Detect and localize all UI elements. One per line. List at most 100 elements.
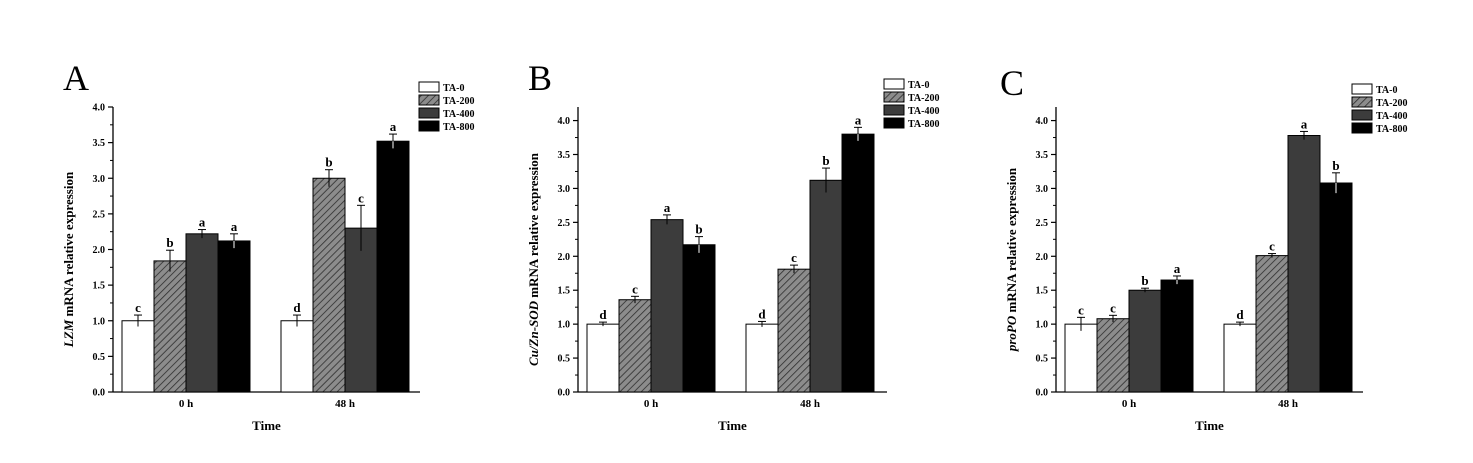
x-tick-label: 48 h: [1278, 398, 1298, 410]
significance-letter: d: [758, 306, 766, 321]
bar-ta-0-48h: [1223, 323, 1257, 393]
legend-entry: TA-0: [443, 83, 464, 94]
significance-letter: a: [390, 119, 397, 134]
x-tick-label: 0 h: [644, 398, 658, 410]
legend-swatch: [883, 91, 905, 103]
legend: TA-0 TA-200 TA-400 TA-800: [1351, 83, 1407, 135]
y-axis-label-gene: Cu/Zn-SOD: [526, 300, 541, 366]
significance-letter: a: [199, 215, 206, 230]
significance-letter: d: [1236, 307, 1244, 322]
legend-entry: TA-0: [908, 80, 929, 91]
y-tick-label: 2.5: [1036, 218, 1049, 229]
y-tick-label: 1.0: [558, 320, 571, 331]
bar-ta-800-48h: [1319, 182, 1353, 393]
bar-ta-800-0h: [1160, 279, 1194, 393]
y-tick-label: 3.5: [1036, 150, 1049, 161]
bar-ta-800-48h: [841, 133, 875, 393]
significance-letter: c: [1269, 239, 1275, 254]
y-tick-label: 0.0: [1036, 388, 1049, 399]
significance-letter: a: [231, 219, 238, 234]
chart-panel-a: A 0.0 0.5 1.0 1.5 2.0 2.5 3.0 3.5 4.0 LZM mRNA rel…: [61, 58, 474, 433]
x-axis-label: Time: [718, 418, 747, 433]
panel-label: C: [1000, 63, 1024, 103]
panel-label: B: [528, 58, 552, 98]
legend-swatch: [418, 120, 440, 132]
y-tick-label: 4.0: [1036, 116, 1049, 127]
y-axis-label-text: mRNA relative expression: [526, 152, 541, 301]
y-tick-label: 0.5: [558, 354, 571, 365]
legend-entry: TA-200: [443, 96, 474, 107]
legend-swatch: [418, 107, 440, 119]
bar-ta-200-0h: [153, 260, 187, 393]
significance-letter: a: [1301, 116, 1308, 131]
legend-entry: TA-400: [443, 109, 474, 120]
y-axis-label: proPO mRNA relative expression: [1004, 167, 1019, 352]
bar-ta-200-0h: [618, 299, 652, 393]
y-tick-label: 4.0: [558, 116, 571, 127]
y-tick-label: 1.5: [1036, 286, 1049, 297]
significance-letter: b: [325, 155, 332, 170]
bar-ta-200-48h: [777, 268, 811, 393]
significance-letter: c: [358, 190, 364, 205]
bar-ta-0-0h: [121, 320, 155, 393]
significance-letter: d: [293, 300, 301, 315]
legend-entry: TA-200: [1376, 98, 1407, 109]
y-tick-label: 2.0: [93, 245, 106, 256]
y-tick-label: 2.0: [1036, 252, 1049, 263]
bar-ta-400-48h: [344, 227, 378, 393]
y-tick-label: 0.0: [93, 388, 106, 399]
bar-ta-200-0h: [1096, 318, 1130, 393]
panel-label: A: [63, 58, 89, 98]
y-axis-label-gene: proPO: [1004, 315, 1019, 352]
y-tick-label: 3.5: [93, 138, 106, 149]
y-tick-label: 1.0: [1036, 320, 1049, 331]
significance-letter: c: [135, 300, 141, 315]
y-tick-label: 1.5: [558, 286, 571, 297]
legend-entry: TA-800: [1376, 124, 1407, 135]
legend-swatch: [418, 81, 440, 93]
significance-letter: c: [791, 250, 797, 265]
legend-swatch: [1351, 122, 1373, 134]
y-axis-label-gene: LZM: [61, 319, 76, 348]
y-tick-label: 3.0: [93, 174, 106, 185]
y-tick-label: 3.0: [1036, 184, 1049, 195]
legend-entry: TA-400: [908, 106, 939, 117]
significance-letter: a: [855, 112, 862, 127]
significance-letter: a: [664, 200, 671, 215]
legend: TA-0 TA-200 TA-400 TA-800: [418, 81, 474, 133]
x-tick-label: 0 h: [1122, 398, 1136, 410]
y-tick-label: 0.5: [93, 352, 106, 363]
bar-ta-800-0h: [682, 244, 716, 393]
y-axis-label: LZM mRNA relative expression: [61, 171, 76, 348]
legend: TA-0 TA-200 TA-400 TA-800: [883, 78, 939, 130]
x-axis-label: Time: [1195, 418, 1224, 433]
bar-ta-400-0h: [185, 233, 219, 393]
legend-swatch: [1351, 83, 1373, 95]
bar-ta-200-48h: [1255, 255, 1289, 393]
legend-entry: TA-800: [443, 122, 474, 133]
y-tick-label: 2.5: [558, 218, 571, 229]
y-tick-label: 2.5: [93, 209, 106, 220]
y-tick-label: 4.0: [93, 103, 106, 114]
y-axis-label-text: mRNA relative expression: [61, 171, 76, 320]
significance-letter: b: [822, 153, 829, 168]
legend-swatch: [883, 117, 905, 129]
legend-swatch: [418, 94, 440, 106]
significance-letter: b: [1141, 273, 1148, 288]
x-tick-label: 48 h: [335, 398, 355, 410]
bar-ta-200-48h: [312, 177, 346, 393]
legend-entry: TA-200: [908, 93, 939, 104]
y-tick-label: 3.5: [558, 150, 571, 161]
significance-letter: b: [1332, 158, 1339, 173]
y-tick-label: 1.0: [93, 316, 106, 327]
legend-entry: TA-800: [908, 119, 939, 130]
bar-ta-400-48h: [809, 179, 843, 393]
legend-entry: TA-0: [1376, 85, 1397, 96]
bar-ta-800-48h: [376, 140, 410, 393]
x-tick-label: 0 h: [179, 398, 193, 410]
legend-entry: TA-400: [1376, 111, 1407, 122]
legend-swatch: [1351, 96, 1373, 108]
significance-letter: d: [599, 307, 607, 322]
